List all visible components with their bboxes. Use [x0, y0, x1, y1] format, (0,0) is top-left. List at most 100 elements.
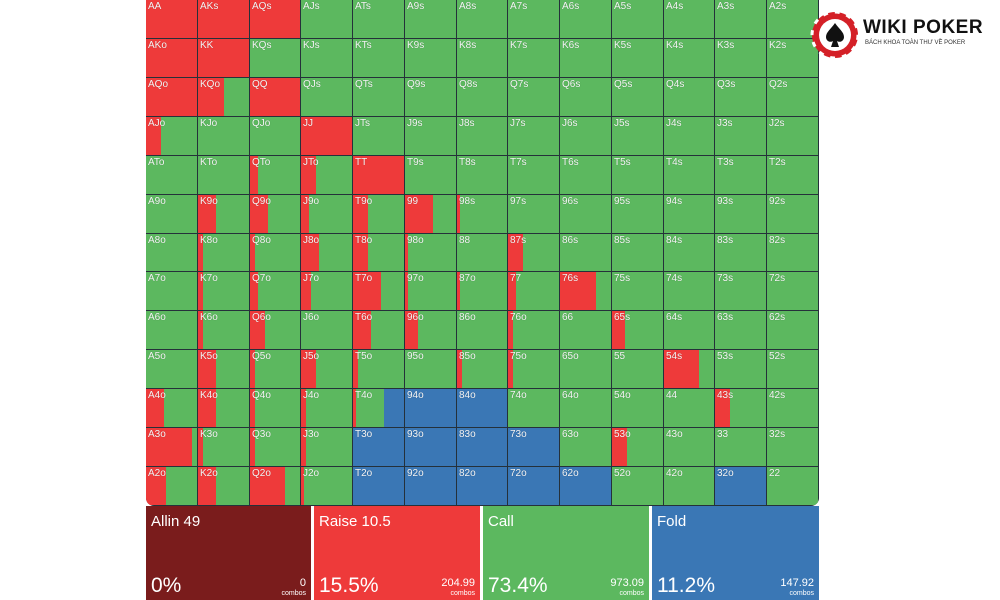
hand-cell[interactable]: QQ [250, 78, 300, 116]
hand-cell[interactable]: 98o [405, 234, 456, 271]
hand-cell[interactable]: A2s [767, 0, 818, 38]
hand-cell[interactable]: K2o [198, 467, 249, 505]
hand-cell[interactable]: Q5s [612, 78, 663, 116]
hand-cell[interactable]: J9o [301, 195, 352, 233]
hand-cell[interactable]: 43s [715, 389, 766, 427]
hand-cell[interactable]: J5s [612, 117, 663, 155]
hand-cell[interactable]: A6s [560, 0, 611, 38]
hand-cell[interactable]: A7o [146, 272, 197, 310]
hand-cell[interactable]: J3s [715, 117, 766, 155]
hand-cell[interactable]: 64o [560, 389, 611, 427]
hand-cell[interactable]: 52o [612, 467, 663, 505]
hand-cell[interactable]: ATs [353, 0, 404, 38]
hand-cell[interactable]: 96s [560, 195, 611, 233]
hand-cell[interactable]: 99 [405, 195, 456, 233]
hand-cell[interactable]: QTo [250, 156, 300, 194]
hand-cell[interactable]: 97o [405, 272, 456, 310]
hand-cell[interactable]: KTo [198, 156, 249, 194]
hand-cell[interactable]: 65s [612, 311, 663, 349]
hand-cell[interactable]: T3o [353, 428, 404, 466]
hand-cell[interactable]: 55 [612, 350, 663, 388]
hand-cell[interactable]: 82s [767, 234, 818, 271]
hand-cell[interactable]: 74s [664, 272, 714, 310]
hand-cell[interactable]: K5s [612, 39, 663, 77]
hand-cell[interactable]: 84o [457, 389, 507, 427]
hand-cell[interactable]: J8s [457, 117, 507, 155]
hand-cell[interactable]: A3s [715, 0, 766, 38]
hand-cell[interactable]: T4o [353, 389, 404, 427]
hand-cell[interactable]: 87s [508, 234, 559, 271]
hand-cell[interactable]: 86s [560, 234, 611, 271]
hand-cell[interactable]: T5o [353, 350, 404, 388]
hand-cell[interactable]: 97s [508, 195, 559, 233]
raise-summary[interactable]: Raise 10.5 15.5% 204.99 combos [314, 506, 480, 600]
hand-cell[interactable]: QJo [250, 117, 300, 155]
hand-cell[interactable]: Q2o [250, 467, 300, 505]
hand-cell[interactable]: A2o [146, 467, 197, 505]
hand-cell[interactable]: A7s [508, 0, 559, 38]
hand-cell[interactable]: 63s [715, 311, 766, 349]
hand-cell[interactable]: Q8s [457, 78, 507, 116]
hand-cell[interactable]: 95o [405, 350, 456, 388]
hand-cell[interactable]: 42o [664, 467, 714, 505]
hand-cell[interactable]: 92o [405, 467, 456, 505]
hand-cell[interactable]: K3s [715, 39, 766, 77]
hand-cell[interactable]: AQs [250, 0, 300, 38]
hand-cell[interactable]: Q7o [250, 272, 300, 310]
hand-cell[interactable]: Q2s [767, 78, 818, 116]
hand-cell[interactable]: T8s [457, 156, 507, 194]
hand-cell[interactable]: 66 [560, 311, 611, 349]
hand-cell[interactable]: 72s [767, 272, 818, 310]
hand-cell[interactable]: 84s [664, 234, 714, 271]
hand-cell[interactable]: A8s [457, 0, 507, 38]
hand-cell[interactable]: K6o [198, 311, 249, 349]
hand-cell[interactable]: 83s [715, 234, 766, 271]
hand-cell[interactable]: 94s [664, 195, 714, 233]
hand-cell[interactable]: T7o [353, 272, 404, 310]
hand-cell[interactable]: A4s [664, 0, 714, 38]
hand-cell[interactable]: 92s [767, 195, 818, 233]
hand-cell[interactable]: J4o [301, 389, 352, 427]
hand-cell[interactable]: J6s [560, 117, 611, 155]
hand-cell[interactable]: 65o [560, 350, 611, 388]
hand-cell[interactable]: J2s [767, 117, 818, 155]
hand-cell[interactable]: J8o [301, 234, 352, 271]
hand-cell[interactable]: JTs [353, 117, 404, 155]
hand-cell[interactable]: 93o [405, 428, 456, 466]
hand-cell[interactable]: 32s [767, 428, 818, 466]
hand-cell[interactable]: 77 [508, 272, 559, 310]
hand-cell[interactable]: 82o [457, 467, 507, 505]
hand-cell[interactable]: 87o [457, 272, 507, 310]
hand-cell[interactable]: 54o [612, 389, 663, 427]
hand-cell[interactable]: AKs [198, 0, 249, 38]
hand-cell[interactable]: J4s [664, 117, 714, 155]
hand-cell[interactable]: KK [198, 39, 249, 77]
hand-cell[interactable]: T7s [508, 156, 559, 194]
hand-cell[interactable]: T6s [560, 156, 611, 194]
hand-cell[interactable]: K7o [198, 272, 249, 310]
hand-cell[interactable]: 88 [457, 234, 507, 271]
hand-cell[interactable]: KJs [301, 39, 352, 77]
hand-cell[interactable]: K6s [560, 39, 611, 77]
hand-cell[interactable]: KQo [198, 78, 249, 116]
hand-cell[interactable]: K3o [198, 428, 249, 466]
hand-cell[interactable]: J9s [405, 117, 456, 155]
hand-cell[interactable]: AA [146, 0, 197, 38]
hand-cell[interactable]: 83o [457, 428, 507, 466]
hand-cell[interactable]: 64s [664, 311, 714, 349]
hand-cell[interactable]: KQs [250, 39, 300, 77]
hand-cell[interactable]: Q8o [250, 234, 300, 271]
hand-cell[interactable]: K4o [198, 389, 249, 427]
hand-cell[interactable]: T5s [612, 156, 663, 194]
hand-cell[interactable]: T9s [405, 156, 456, 194]
hand-cell[interactable]: 73o [508, 428, 559, 466]
hand-cell[interactable]: 42s [767, 389, 818, 427]
hand-cell[interactable]: 74o [508, 389, 559, 427]
hand-cell[interactable]: 53o [612, 428, 663, 466]
hand-cell[interactable]: K8s [457, 39, 507, 77]
hand-cell[interactable]: 85s [612, 234, 663, 271]
hand-cell[interactable]: 62s [767, 311, 818, 349]
hand-cell[interactable]: A9o [146, 195, 197, 233]
hand-cell[interactable]: 85o [457, 350, 507, 388]
hand-cell[interactable]: K5o [198, 350, 249, 388]
